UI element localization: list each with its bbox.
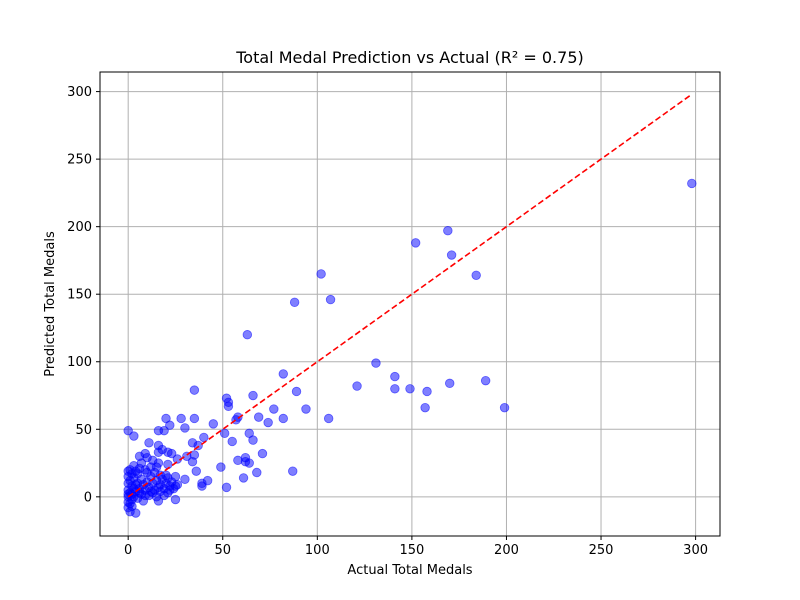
plot-frame (99, 71, 721, 537)
y-tick-label: 0 (84, 490, 92, 505)
data-point (242, 330, 253, 340)
data-point (257, 448, 268, 459)
data-point (405, 384, 415, 394)
data-point (480, 375, 491, 386)
data-point (199, 432, 209, 443)
data-point (371, 358, 381, 368)
data-point (288, 466, 298, 476)
y-tick-label: 300 (67, 85, 92, 100)
data-point (123, 425, 133, 436)
data-point (445, 378, 455, 389)
data-point (687, 178, 697, 189)
x-tick-label: 300 (683, 543, 708, 558)
data-point (144, 438, 154, 448)
x-tick-label: 100 (305, 543, 330, 558)
grid-lines (100, 72, 720, 536)
data-point (129, 431, 139, 441)
data-point (252, 467, 262, 478)
data-point (263, 417, 273, 428)
data-point (289, 297, 300, 308)
data-point (390, 371, 400, 382)
x-tick-label: 0 (124, 543, 132, 558)
data-point (127, 469, 137, 479)
y-tick-label: 200 (67, 220, 92, 235)
data-point (323, 413, 334, 424)
data-point (278, 413, 288, 424)
data-point (446, 250, 457, 260)
data-point (248, 390, 258, 401)
data-point (208, 419, 218, 429)
reference-line (127, 93, 693, 498)
data-point (170, 471, 181, 482)
x-tick-label: 250 (589, 543, 614, 558)
data-point (197, 481, 207, 491)
x-tick-label: 50 (214, 543, 231, 558)
y-tick-label: 50 (75, 423, 92, 438)
data-point (138, 496, 149, 506)
data-point (269, 404, 279, 414)
x-tick-label: 150 (399, 543, 424, 558)
data-point (390, 384, 400, 394)
data-points (123, 178, 697, 518)
data-point (253, 412, 264, 422)
x-axis-ticks: 0 50 100 150 200 250 300 (124, 536, 708, 558)
x-axis-label: Actual Total Medals (347, 563, 472, 578)
data-point (352, 381, 362, 391)
data-point (238, 473, 249, 483)
data-point (301, 404, 311, 414)
data-point (227, 436, 237, 447)
data-point (422, 386, 432, 397)
data-point (420, 402, 430, 413)
data-point (219, 428, 230, 439)
data-point (499, 402, 510, 413)
data-point (278, 369, 288, 379)
y-tick-label: 150 (67, 288, 92, 303)
data-point (191, 466, 201, 476)
data-point (166, 448, 177, 459)
data-point (248, 435, 258, 445)
data-point (131, 479, 141, 490)
data-point (180, 423, 190, 433)
data-point (180, 474, 190, 484)
data-point (187, 457, 198, 467)
data-point (159, 425, 169, 436)
y-tick-label: 100 (67, 355, 92, 370)
data-point (233, 455, 243, 466)
y-axis-label: Predicted Total Medals (43, 231, 58, 377)
data-point (291, 386, 302, 397)
data-point (325, 294, 336, 305)
data-point (443, 226, 453, 236)
y-axis-ticks: 0 50 100 150 200 250 300 (67, 85, 100, 505)
data-point (223, 401, 234, 412)
data-point (153, 447, 164, 457)
data-point (125, 488, 135, 498)
data-point (176, 413, 186, 424)
data-point (471, 270, 481, 280)
data-point (410, 238, 421, 248)
data-point (189, 385, 200, 395)
data-point (172, 479, 183, 490)
chart-title: Total Medal Prediction vs Actual (R² = 0… (235, 48, 583, 67)
data-point (163, 459, 173, 470)
data-point (216, 462, 226, 472)
data-point (221, 482, 232, 493)
data-point (170, 494, 181, 505)
data-point (163, 488, 173, 498)
y-tick-label: 250 (67, 153, 92, 168)
data-point (165, 420, 175, 430)
data-point (244, 458, 254, 468)
data-point (189, 413, 200, 424)
data-point (127, 501, 137, 511)
x-tick-label: 200 (494, 543, 519, 558)
data-point (316, 269, 326, 279)
